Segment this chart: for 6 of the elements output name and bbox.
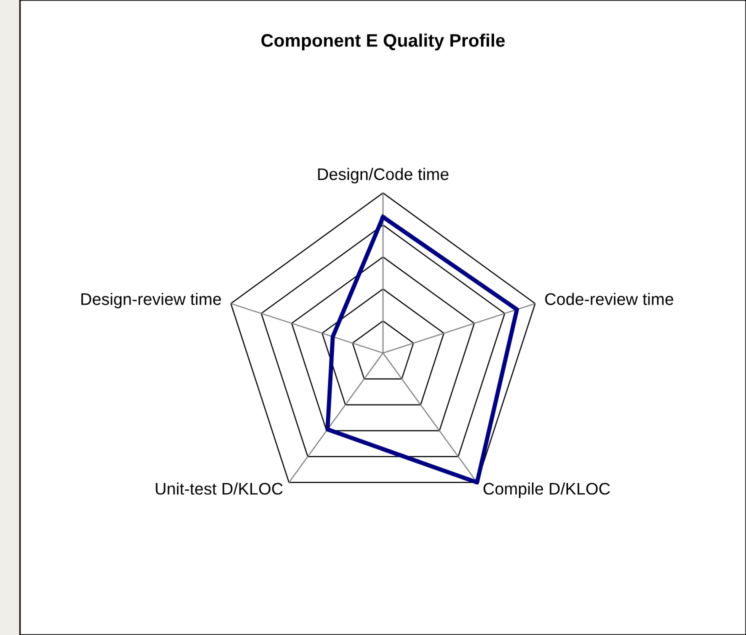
chart-title: Component E Quality Profile xyxy=(261,34,505,50)
spoke-label: Design/Code time xyxy=(318,168,448,184)
spoke-label: Design-review time xyxy=(81,292,221,308)
spoke-label: Unit-test D/KLOC xyxy=(156,482,283,495)
spoke-label: Code-review time xyxy=(545,292,674,306)
spoke-label: Compile D/KLOC xyxy=(484,482,610,498)
